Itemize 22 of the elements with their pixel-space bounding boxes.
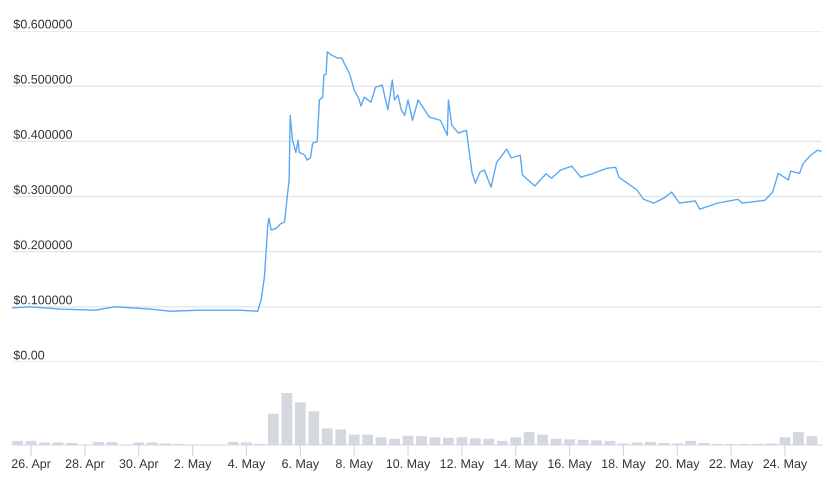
y-tick-label: $0.100000 — [14, 294, 72, 306]
y-tick-label: $0.500000 — [14, 74, 72, 84]
x-tick-label: 4. May — [228, 459, 266, 471]
x-tick-label: 2. May — [174, 459, 212, 471]
y-tick-label: $0.00 — [14, 350, 44, 360]
x-tick-label: 10. May — [386, 459, 430, 471]
x-tick-label: 6. May — [282, 459, 320, 471]
x-tick-label: 14. May — [494, 459, 538, 471]
x-tick-label: 18. May — [602, 459, 646, 471]
x-tick-label: 30. Apr — [119, 459, 158, 471]
x-tick-label: 28. Apr — [66, 459, 105, 471]
x-tick-label: 16. May — [548, 459, 592, 471]
y-tick-label: $0.200000 — [14, 240, 72, 250]
x-tick-label: 20. May — [656, 459, 700, 471]
y-tick-label: $0.600000 — [14, 19, 72, 30]
y-tick-label: $0.300000 — [14, 184, 72, 195]
x-tick-label: 12. May — [440, 459, 484, 471]
x-tick-label: 8. May — [336, 459, 373, 471]
x-tick-label: 24. May — [763, 459, 808, 471]
y-tick-label: $0.400000 — [14, 129, 72, 140]
x-tick-label: 26. Apr — [12, 459, 51, 471]
x-tick-label: 22. May — [710, 459, 754, 471]
